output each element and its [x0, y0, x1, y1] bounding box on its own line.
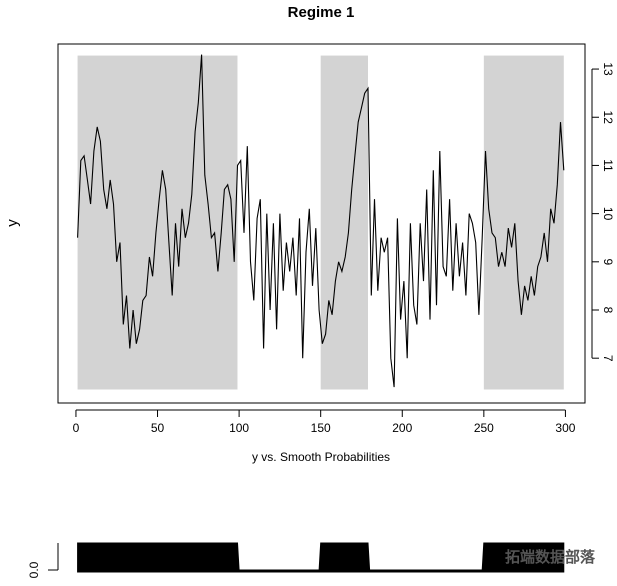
- y-tick-label: 9: [601, 258, 615, 265]
- y-tick-label: 11: [601, 159, 615, 172]
- regime-shade: [77, 55, 238, 390]
- chart-title: Regime 1: [288, 4, 355, 21]
- y-tick-label: 13: [601, 62, 615, 76]
- plot-frame: [57, 43, 586, 404]
- y-tick-label: 0.0: [27, 561, 41, 578]
- x-tick-label: 100: [229, 421, 249, 435]
- y-axis-label: y: [4, 219, 21, 227]
- x-tick-label: 50: [151, 421, 165, 435]
- y-tick-label: 10: [601, 207, 615, 221]
- x-tick-label: 150: [311, 421, 331, 435]
- x-tick-label: 200: [392, 421, 412, 435]
- x-axis-label: y vs. Smooth Probabilities: [252, 450, 390, 464]
- y-tick-label: 12: [601, 111, 615, 125]
- x-tick-label: 0: [73, 421, 80, 435]
- probability-area: [77, 542, 565, 573]
- data-line: [77, 54, 565, 388]
- regime-shade: [483, 55, 564, 390]
- x-tick-label: 300: [555, 421, 575, 435]
- watermark: 拓端数据部落: [505, 548, 596, 566]
- y-tick-label: 8: [601, 307, 615, 314]
- y-tick-label: 7: [601, 355, 615, 362]
- x-tick-label: 250: [474, 421, 494, 435]
- regime-shade: [320, 55, 368, 390]
